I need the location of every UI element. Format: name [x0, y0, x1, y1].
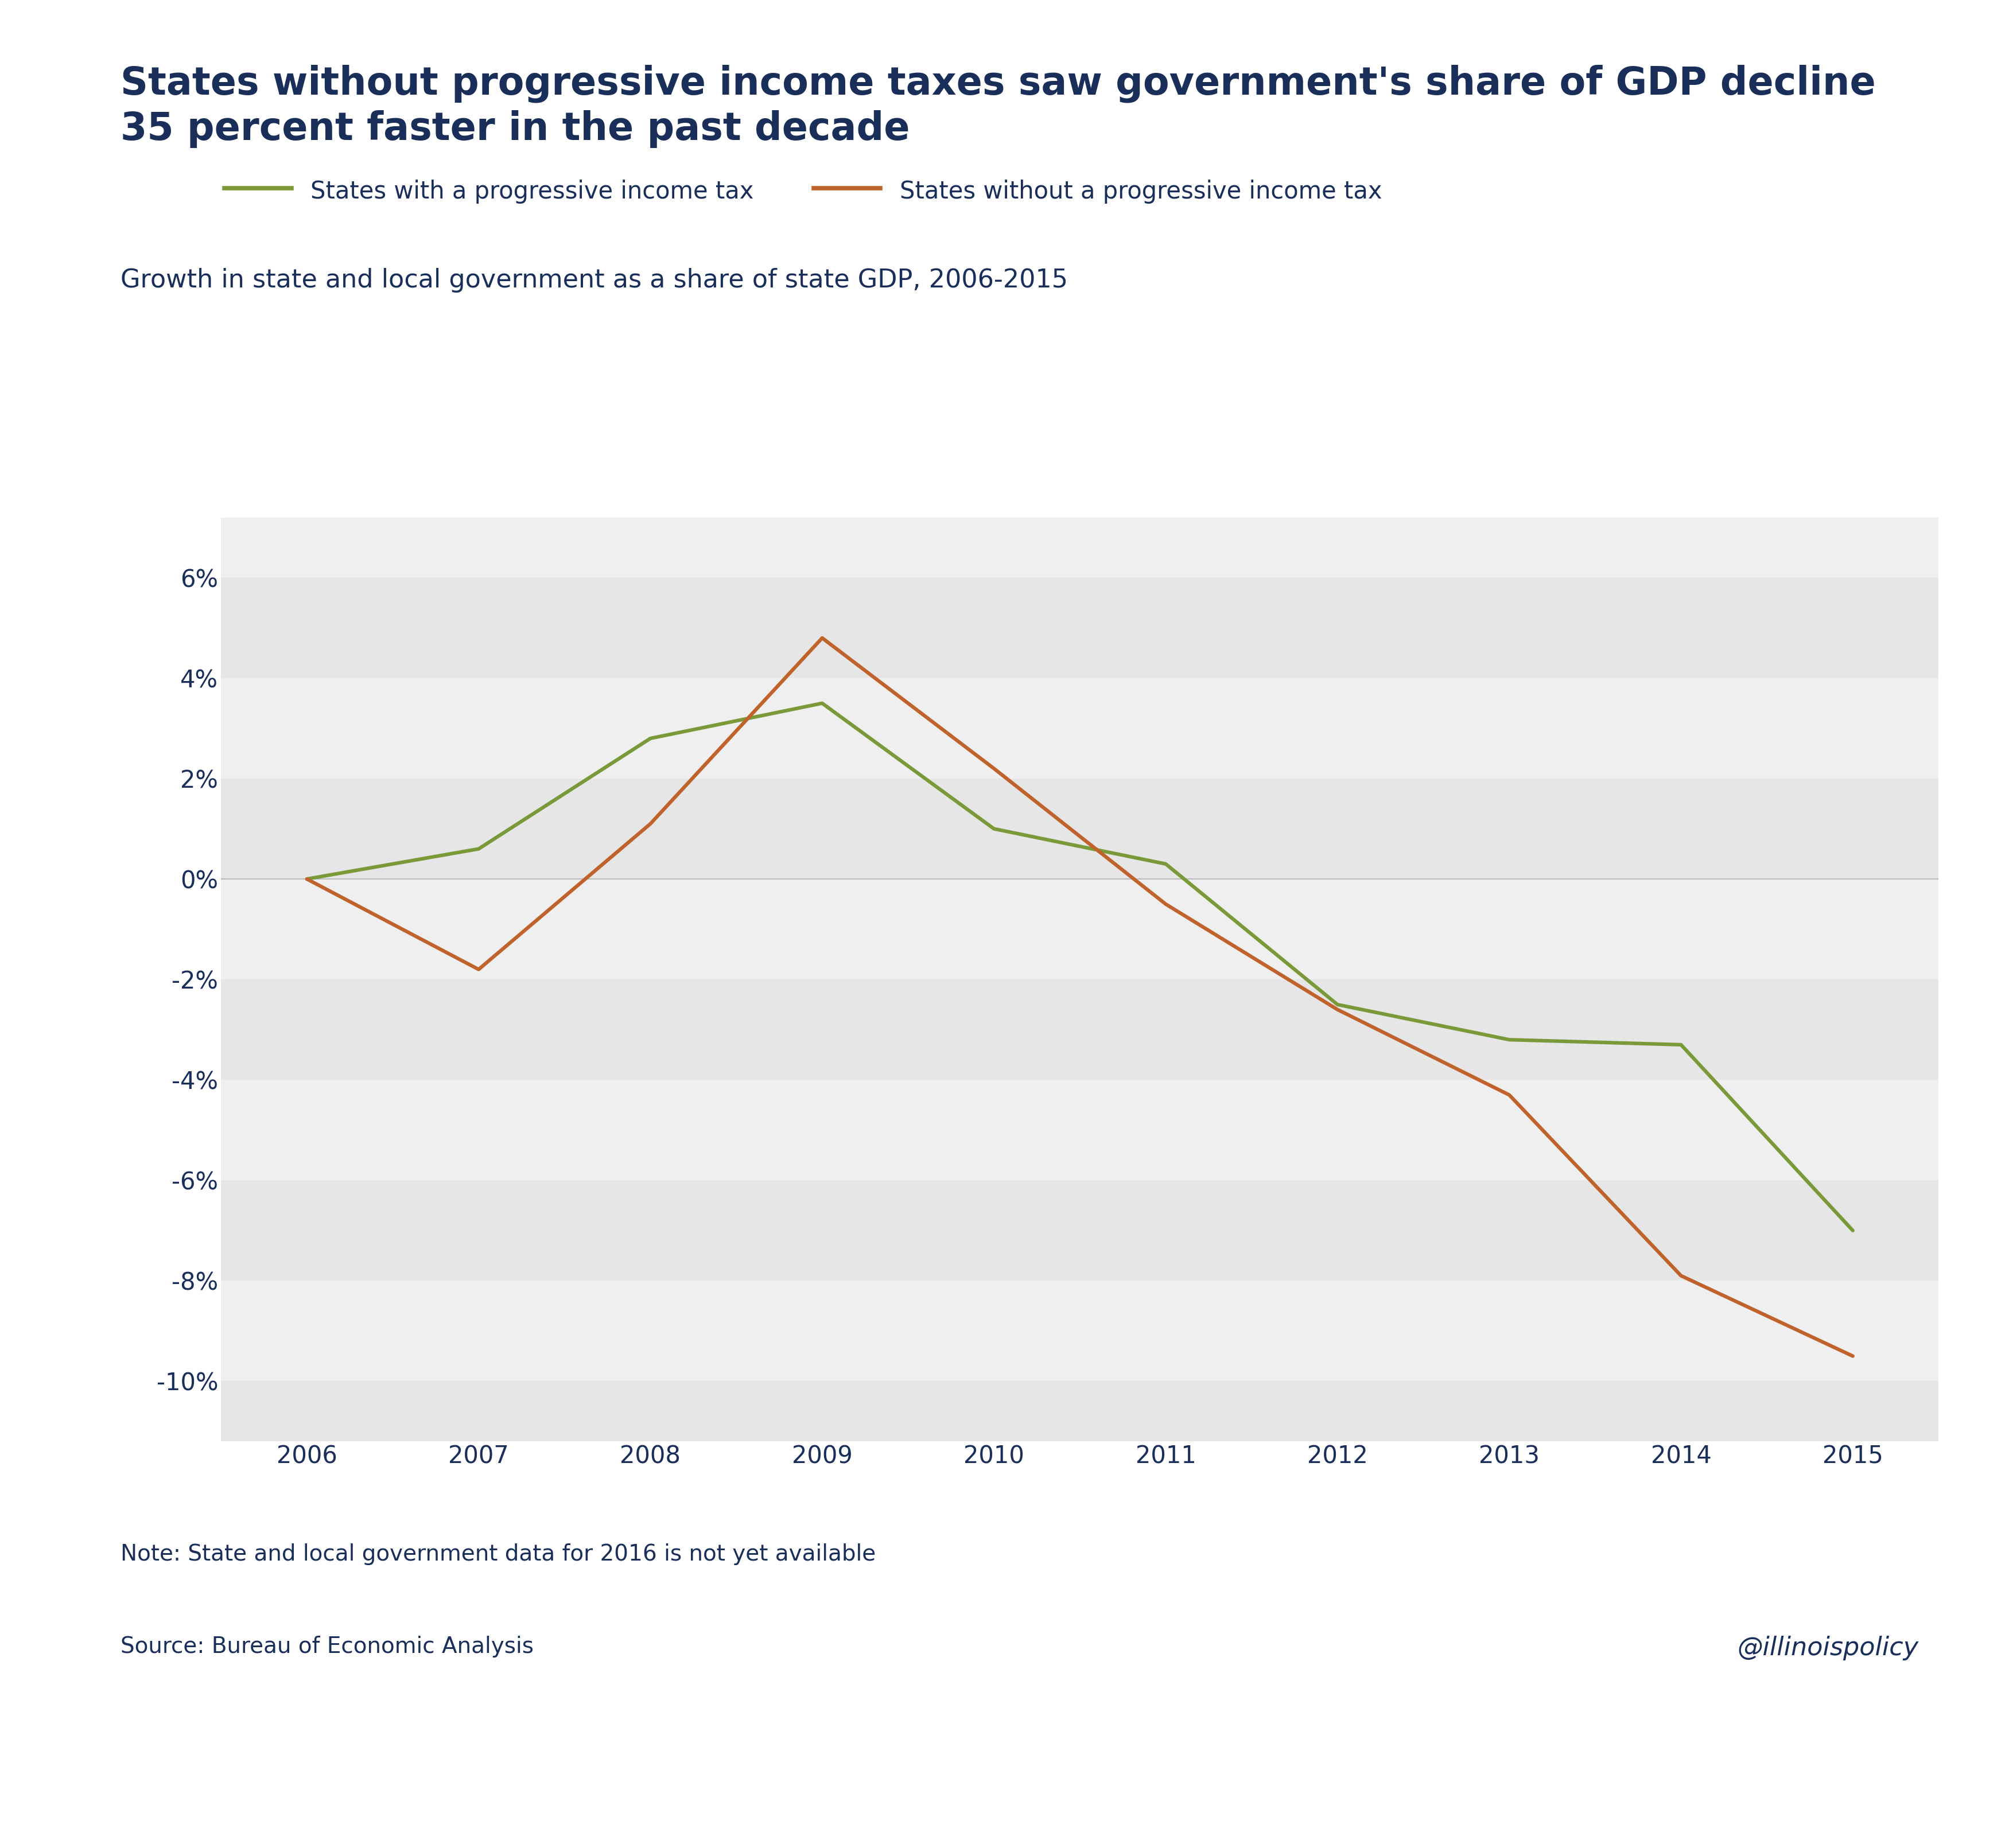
Text: Source: Bureau of Economic Analysis: Source: Bureau of Economic Analysis	[121, 1635, 534, 1658]
Bar	[221, 1380, 1939, 1441]
Bar	[221, 880, 1939, 979]
Text: Growth in state and local government as a share of state GDP, 2006-2015: Growth in state and local government as …	[121, 268, 1069, 292]
Legend: States with a progressive income tax, States without a progressive income tax: States with a progressive income tax, St…	[225, 177, 1382, 203]
Text: States without progressive income taxes saw government's share of GDP decline
35: States without progressive income taxes …	[121, 65, 1876, 148]
Text: @illinoispolicy: @illinoispolicy	[1738, 1635, 1919, 1660]
Text: Note: State and local government data for 2016 is not yet available: Note: State and local government data fo…	[121, 1543, 876, 1565]
Bar	[221, 1281, 1939, 1380]
Bar	[221, 517, 1939, 578]
Bar	[221, 979, 1939, 1079]
Bar	[221, 1079, 1939, 1181]
Bar	[221, 578, 1939, 678]
Bar	[221, 1181, 1939, 1281]
Bar	[221, 778, 1939, 880]
Bar	[221, 678, 1939, 778]
